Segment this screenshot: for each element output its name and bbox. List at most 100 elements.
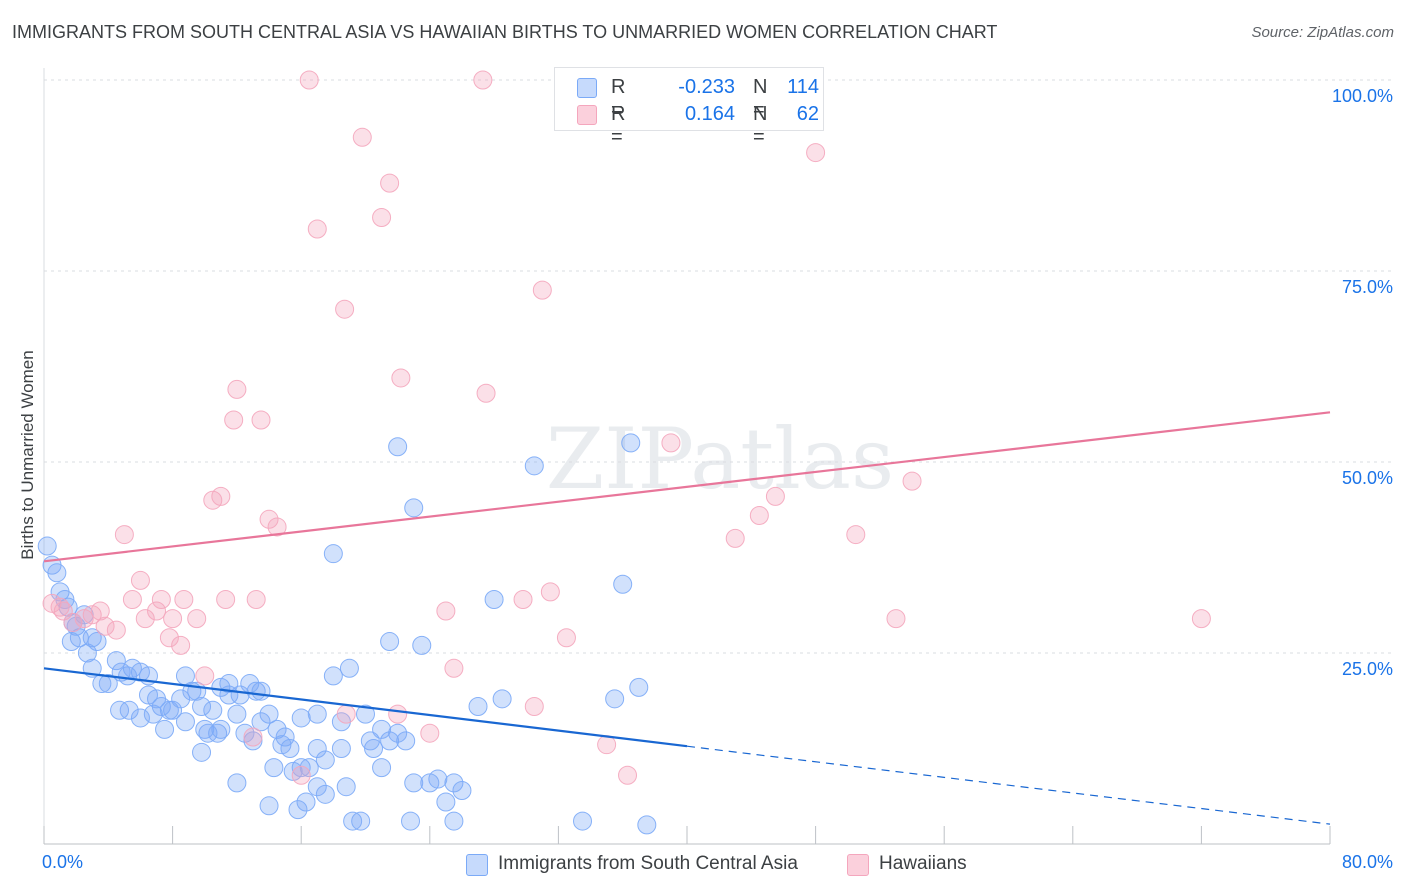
point-south-central-asia bbox=[275, 727, 295, 747]
legend-swatch-blue bbox=[577, 78, 597, 98]
point-south-central-asia bbox=[106, 651, 126, 671]
point-hawaiians bbox=[420, 723, 440, 743]
point-hawaiians bbox=[106, 620, 126, 640]
point-south-central-asia bbox=[388, 437, 408, 457]
point-south-central-asia bbox=[388, 723, 408, 743]
series-swatch-blue bbox=[466, 854, 488, 876]
point-south-central-asia bbox=[251, 712, 271, 732]
point-hawaiians bbox=[171, 635, 191, 655]
point-south-central-asia bbox=[484, 590, 504, 610]
point-south-central-asia bbox=[336, 777, 356, 797]
legend-n-value: 62 bbox=[796, 103, 819, 125]
series-legend-label: Immigrants from South Central Asia bbox=[498, 853, 798, 874]
point-south-central-asia bbox=[380, 632, 400, 652]
legend-r-label: R = bbox=[611, 76, 626, 121]
point-hawaiians bbox=[114, 525, 134, 545]
point-south-central-asia bbox=[192, 696, 212, 716]
point-hawaiians bbox=[174, 590, 194, 610]
point-hawaiians bbox=[336, 704, 356, 724]
point-south-central-asia bbox=[404, 773, 424, 793]
point-hawaiians bbox=[476, 383, 496, 403]
point-hawaiians bbox=[130, 570, 150, 590]
point-south-central-asia bbox=[118, 666, 138, 686]
point-south-central-asia bbox=[412, 635, 432, 655]
point-south-central-asia bbox=[372, 758, 392, 778]
point-south-central-asia bbox=[372, 719, 392, 739]
y-tick-label-75: 75.0% bbox=[1341, 277, 1393, 297]
point-hawaiians bbox=[307, 219, 327, 239]
point-south-central-asia bbox=[192, 742, 212, 762]
point-south-central-asia bbox=[98, 674, 118, 694]
point-south-central-asia bbox=[264, 758, 284, 778]
point-hawaiians bbox=[391, 368, 411, 388]
x-tick-label-max: 80.0% bbox=[1341, 852, 1393, 872]
point-south-central-asia bbox=[246, 681, 266, 701]
point-hawaiians bbox=[216, 590, 236, 610]
point-hawaiians bbox=[147, 601, 167, 621]
series-legend-label: Hawaiians bbox=[879, 853, 967, 874]
point-south-central-asia bbox=[163, 700, 183, 720]
point-south-central-asia bbox=[230, 685, 250, 705]
correlation-legend: R = -0.233 N = 114 R = 0.164 N = 62 bbox=[554, 67, 824, 148]
trendline-hawaiians bbox=[43, 411, 1331, 563]
source-label: Source: ZipAtlas.com bbox=[1251, 24, 1394, 41]
point-south-central-asia bbox=[629, 677, 649, 697]
point-hawaiians bbox=[725, 528, 745, 548]
point-south-central-asia bbox=[171, 689, 191, 709]
point-hawaiians bbox=[765, 486, 785, 506]
trendline-south-central-asia bbox=[43, 667, 688, 748]
point-hawaiians bbox=[163, 609, 183, 629]
point-hawaiians bbox=[151, 590, 171, 610]
point-south-central-asia bbox=[143, 704, 163, 724]
point-south-central-asia bbox=[251, 681, 271, 701]
point-south-central-asia bbox=[573, 811, 593, 831]
point-south-central-asia bbox=[524, 456, 544, 476]
point-hawaiians bbox=[372, 208, 392, 228]
point-south-central-asia bbox=[203, 700, 223, 720]
point-hawaiians bbox=[90, 601, 110, 621]
point-south-central-asia bbox=[315, 784, 335, 804]
point-hawaiians bbox=[436, 601, 456, 621]
y-tick-label-100: 100.0% bbox=[1331, 86, 1393, 106]
point-south-central-asia bbox=[47, 563, 67, 583]
point-hawaiians bbox=[352, 127, 372, 147]
point-hawaiians bbox=[224, 410, 244, 430]
point-hawaiians bbox=[661, 433, 681, 453]
point-south-central-asia bbox=[227, 704, 247, 724]
point-south-central-asia bbox=[444, 811, 464, 831]
point-south-central-asia bbox=[339, 658, 359, 678]
legend-r-value: -0.233 bbox=[678, 76, 735, 98]
point-hawaiians bbox=[195, 666, 215, 686]
point-hawaiians bbox=[902, 471, 922, 491]
point-hawaiians bbox=[50, 597, 70, 617]
watermark: ZIPatlas bbox=[546, 410, 894, 508]
point-hawaiians bbox=[886, 609, 906, 629]
legend-n-value: 114 bbox=[787, 76, 819, 98]
y-tick-label-50: 50.0% bbox=[1341, 468, 1393, 488]
point-south-central-asia bbox=[637, 815, 657, 835]
point-hawaiians bbox=[267, 517, 287, 537]
point-hawaiians bbox=[806, 143, 826, 163]
point-hawaiians bbox=[473, 70, 493, 90]
point-hawaiians bbox=[187, 609, 207, 629]
point-south-central-asia bbox=[307, 704, 327, 724]
point-hawaiians bbox=[53, 601, 73, 621]
point-south-central-asia bbox=[343, 811, 363, 831]
point-hawaiians bbox=[246, 590, 266, 610]
point-south-central-asia bbox=[119, 700, 139, 720]
point-south-central-asia bbox=[613, 574, 633, 594]
point-hawaiians bbox=[335, 299, 355, 319]
point-south-central-asia bbox=[360, 731, 380, 751]
point-south-central-asia bbox=[299, 758, 319, 778]
point-south-central-asia bbox=[401, 811, 421, 831]
point-hawaiians bbox=[299, 70, 319, 90]
trendline-extension-south-central-asia bbox=[686, 745, 1331, 825]
point-hawaiians bbox=[122, 590, 142, 610]
series-swatch-pink bbox=[847, 854, 869, 876]
point-south-central-asia bbox=[288, 800, 308, 820]
point-hawaiians bbox=[532, 280, 552, 300]
point-south-central-asia bbox=[323, 544, 343, 564]
legend-n-label: N = bbox=[753, 103, 768, 148]
point-south-central-asia bbox=[492, 689, 512, 709]
